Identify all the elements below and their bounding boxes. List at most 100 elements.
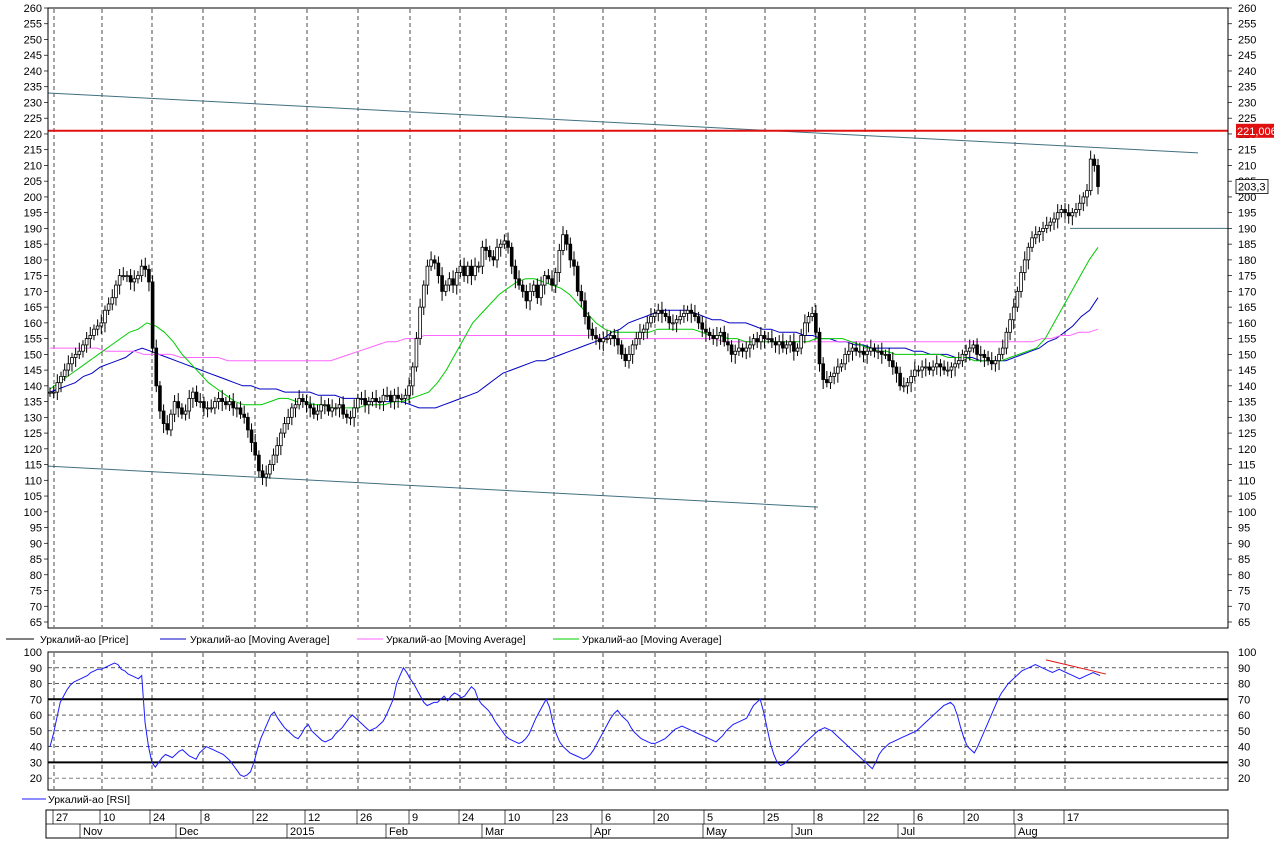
rsi-tick-label: 70	[30, 694, 42, 706]
candle	[671, 314, 675, 331]
rsi-grid	[48, 651, 1228, 789]
time-month-label: 2015	[290, 826, 314, 838]
price-tick-label: 180	[1238, 255, 1256, 267]
candle	[161, 404, 166, 434]
price-tick-label: 170	[24, 286, 42, 298]
candle	[718, 327, 723, 345]
price-tick-label: 225	[1238, 113, 1256, 125]
candle	[711, 328, 716, 345]
candle	[154, 339, 159, 393]
candle	[106, 297, 111, 315]
candle	[279, 428, 283, 456]
candle	[169, 409, 173, 437]
price-tick-label: 75	[1238, 586, 1250, 598]
candle	[956, 352, 961, 369]
candle	[590, 322, 595, 341]
candle	[334, 403, 338, 416]
price-tick-label: 175	[1238, 271, 1256, 283]
time-day-label: 9	[412, 812, 418, 824]
candle	[1077, 194, 1082, 216]
candle	[1015, 286, 1020, 312]
ma-short-line	[49, 247, 1099, 409]
candle	[454, 267, 459, 295]
candle	[1088, 150, 1093, 196]
candle	[682, 304, 686, 323]
candle	[55, 374, 60, 401]
candle	[436, 256, 441, 284]
rsi-series-line	[49, 662, 1101, 778]
candle	[187, 389, 192, 419]
candle	[301, 393, 305, 408]
candle	[70, 352, 74, 372]
price-tick-label: 210	[1238, 160, 1256, 172]
candle	[828, 371, 833, 389]
price-tick-label: 185	[1238, 239, 1256, 251]
candle	[1052, 212, 1056, 230]
time-day-label: 17	[1067, 812, 1079, 824]
candle	[81, 340, 85, 358]
candle	[264, 465, 268, 487]
candle	[773, 337, 778, 353]
candle	[323, 400, 327, 415]
candle	[194, 385, 199, 407]
candle	[898, 366, 902, 391]
trend-lines	[47, 92, 1228, 508]
resistance-price-label: 221,006	[1237, 126, 1274, 138]
candle	[462, 257, 466, 282]
ma1-legend-label: Уркалий-ао [Moving Average]	[190, 634, 330, 646]
candle	[755, 332, 760, 349]
candle	[59, 371, 63, 393]
candle	[777, 335, 782, 355]
candle	[821, 357, 825, 389]
candle	[330, 399, 334, 418]
rsi-left-axis: 20 30 40 50 60 70 80 90 100	[24, 647, 42, 785]
candle	[630, 340, 635, 364]
candle	[231, 393, 236, 416]
candle	[942, 360, 946, 375]
candle	[432, 255, 437, 270]
candle	[869, 339, 873, 356]
candle	[814, 304, 818, 339]
candle	[1055, 204, 1060, 229]
candle	[476, 261, 481, 273]
candle	[825, 371, 829, 388]
candle	[410, 362, 415, 396]
time-day-label: 26	[360, 812, 372, 824]
candle	[927, 362, 932, 375]
candle	[260, 464, 265, 486]
candle	[1048, 217, 1053, 232]
candle	[62, 363, 67, 382]
candle	[546, 269, 551, 284]
price-tick-label: 255	[1238, 19, 1256, 31]
candle	[531, 280, 536, 297]
time-day-label: 24	[153, 812, 165, 824]
candle	[583, 292, 587, 325]
price-tick-label: 260	[24, 3, 42, 15]
candle	[997, 347, 1001, 371]
candle	[627, 345, 631, 369]
price-tick-label: 85	[30, 554, 42, 566]
candle	[143, 257, 148, 278]
candle	[960, 349, 965, 367]
rsi-tick-label: 30	[30, 757, 42, 769]
candle	[337, 398, 342, 418]
last-price-label: 203,3	[1238, 182, 1266, 194]
price-tick-label: 210	[24, 160, 42, 172]
price-tick-label: 160	[24, 318, 42, 330]
candle	[73, 347, 78, 367]
price-tick-label: 190	[1238, 223, 1256, 235]
candle	[678, 309, 683, 325]
rsi-panel: 20 30 40 50 60 70 80 90 100 20 30 40 50 60 70 80 90 100	[24, 647, 1256, 791]
price-tick-label: 75	[30, 586, 42, 598]
candle	[978, 345, 983, 363]
candle	[176, 393, 181, 418]
rsi-tick-label: 40	[1238, 742, 1250, 754]
time-month-label: Jun	[795, 826, 813, 838]
candle	[1096, 158, 1100, 195]
candle	[872, 343, 877, 358]
time-day-label: 12	[308, 812, 320, 824]
candle	[1044, 216, 1049, 234]
candle	[227, 394, 232, 412]
candle	[51, 385, 56, 399]
candle	[832, 366, 836, 385]
